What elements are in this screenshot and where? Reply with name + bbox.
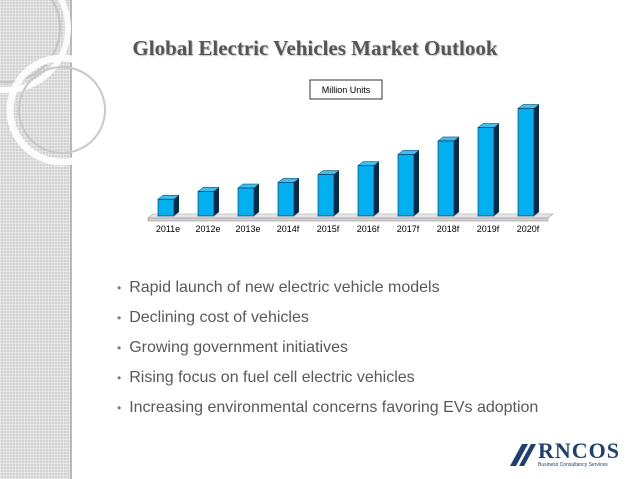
slide-title: Global Electric Vehicles Market Outlook [132, 36, 498, 60]
bar-side [414, 150, 419, 216]
bar-side [374, 161, 379, 216]
bar-front [317, 174, 335, 217]
bar-front [277, 182, 295, 217]
bar-front [357, 165, 375, 217]
bar-2014f [277, 178, 300, 217]
x-tick-label: 2013e [235, 224, 260, 234]
decorative-circles [0, 0, 118, 166]
bullet-dot: • [117, 401, 122, 415]
bar-chart: 2011e 2012e 2013e 2014f 2015f 2016f 2017f 2018f… [147, 79, 554, 234]
bullet-dot: • [117, 371, 122, 385]
bar-2015f [317, 170, 340, 217]
x-tick-label: 2020f [517, 224, 540, 234]
bar-2016f [357, 161, 380, 217]
bar-side [334, 170, 339, 216]
bar-front [197, 191, 215, 217]
company-logo: RNCOS Business Consultancy Services [510, 438, 622, 472]
x-tick-label: 2019f [477, 224, 500, 234]
bar-side [534, 104, 539, 216]
bullet-dot: • [117, 341, 122, 355]
bullet-item: • Increasing environmental concerns favor… [117, 396, 538, 426]
x-tick-label: 2016f [357, 224, 380, 234]
bar-2011e [157, 194, 180, 217]
x-tick-label: 2017f [397, 224, 420, 234]
bar-2020f [517, 104, 540, 217]
bullet-text: Increasing environmental concerns favori… [129, 399, 539, 416]
chart-legend: Million Units [309, 79, 383, 100]
bar-2012e [197, 187, 220, 217]
bullet-text: Growing government initiatives [129, 339, 348, 356]
bar-front [517, 108, 535, 217]
chart-floor-front [147, 217, 549, 222]
x-tick-label: 2012e [195, 224, 220, 234]
chart-bars [157, 104, 540, 217]
logo-tagline: Business Consultancy Services [538, 462, 608, 468]
bullet-text: Declining cost of vehicles [129, 309, 309, 326]
side-band-edge [70, 0, 72, 479]
bar-side [454, 136, 459, 216]
logo-name: RNCOS [538, 438, 621, 463]
bullet-dot: • [117, 281, 122, 295]
bar-2019f [477, 123, 500, 217]
bar-front [157, 198, 175, 217]
bar-front [397, 154, 415, 217]
bar-side [294, 178, 299, 216]
bullet-text: Rising focus on fuel cell electric vehic… [129, 369, 415, 386]
bullet-list: • Rapid launch of new electric vehicle mo… [117, 276, 538, 426]
bar-front [437, 140, 455, 217]
chart-legend-label: Million Units [322, 85, 371, 95]
chart-x-tick-labels: 2011e 2012e 2013e 2014f 2015f 2016f 2017f 2018f… [156, 224, 540, 234]
bullet-text: Rapid launch of new electric vehicle mod… [129, 279, 440, 296]
bullet-item: • Growing government initiatives [117, 336, 538, 366]
bullet-item: • Rising focus on fuel cell electric vehi… [117, 366, 538, 396]
bullet-dot: • [117, 311, 122, 325]
bullet-item: • Declining cost of vehicles [117, 306, 538, 336]
bar-side [254, 184, 259, 216]
bar-side [494, 123, 499, 216]
bar-front [237, 187, 255, 217]
x-tick-label: 2015f [317, 224, 340, 234]
bar-front [477, 127, 495, 217]
bar-2018f [437, 136, 460, 217]
bar-side [214, 187, 219, 216]
bullet-item: • Rapid launch of new electric vehicle mo… [117, 276, 538, 306]
bar-2013e [237, 183, 260, 217]
x-tick-label: 2014f [277, 224, 300, 234]
x-tick-label: 2011e [156, 224, 180, 234]
bar-side [174, 195, 179, 216]
logo-mark-icon [510, 444, 536, 466]
x-tick-label: 2018f [437, 224, 460, 234]
bar-2017f [397, 150, 420, 217]
